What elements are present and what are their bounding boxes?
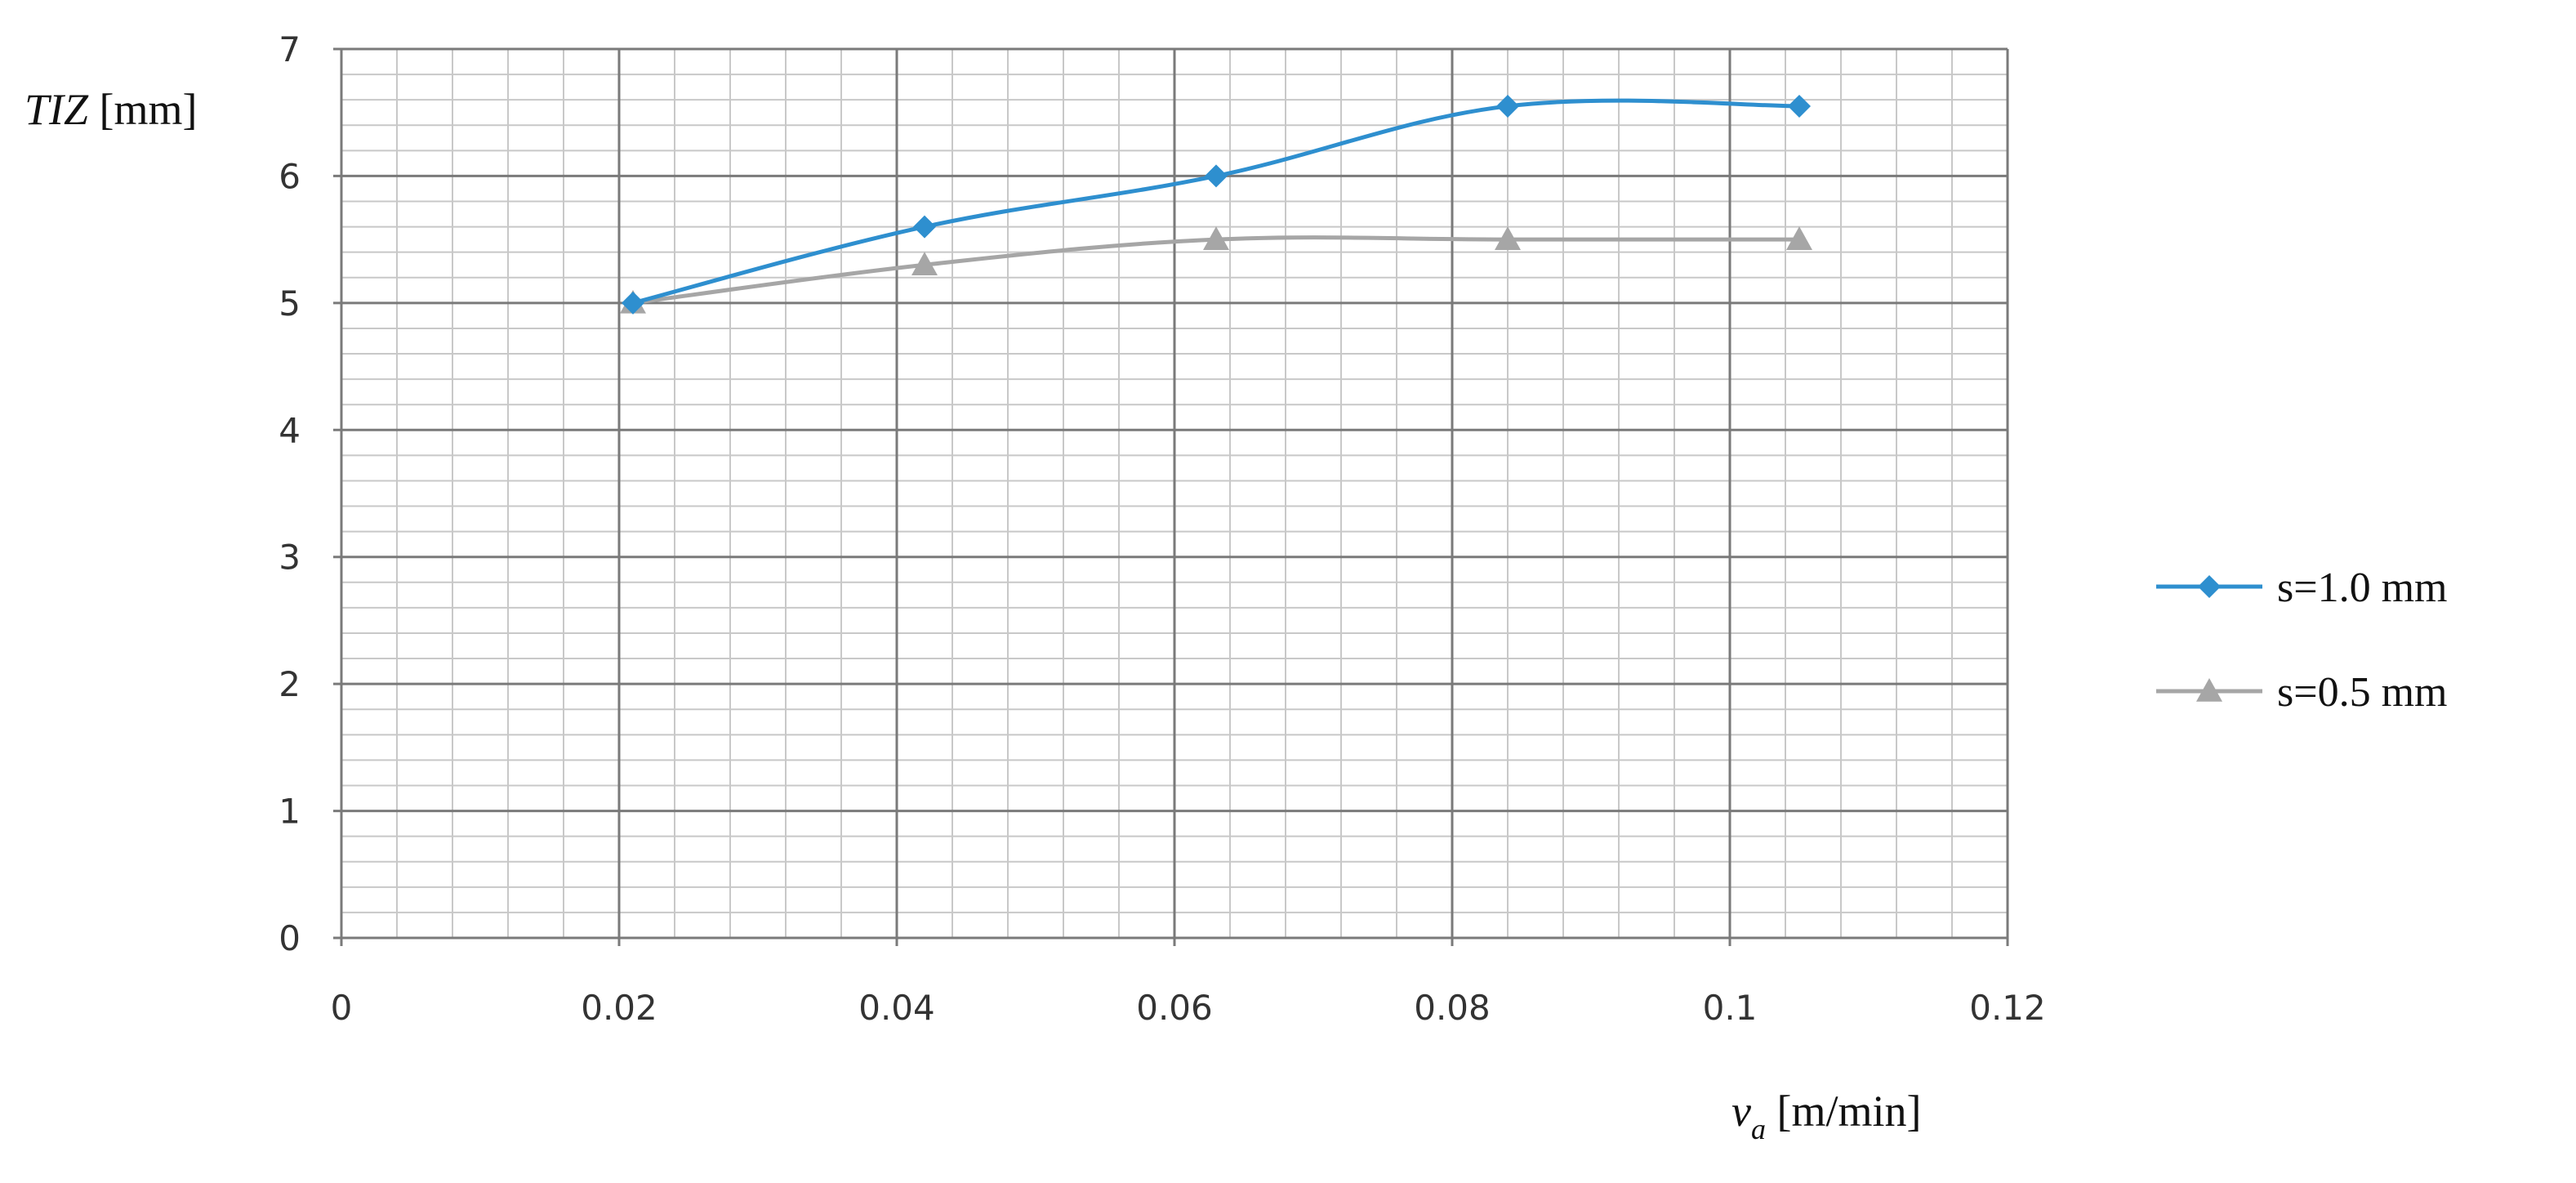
data-point-s-1-0-mm bbox=[622, 291, 644, 315]
x-axis-label: va [m/min] bbox=[1731, 1087, 1921, 1145]
series-markers bbox=[620, 94, 1812, 315]
x-tick-label: 0 bbox=[331, 988, 353, 1028]
y-axis-ticks: 0 1 2 3 4 5 6 7 bbox=[279, 29, 301, 958]
x-axis-ticks: 0 0.02 0.04 0.06 0.08 0.1 0.12 bbox=[331, 988, 2046, 1028]
legend-label-s-1-0-mm: s=1.0 mm bbox=[2277, 565, 2447, 611]
y-tick-label: 4 bbox=[279, 410, 301, 450]
major-grid bbox=[333, 47, 2009, 946]
legend-marker-s-0-5-mm bbox=[2196, 678, 2222, 702]
y-tick-label: 1 bbox=[279, 792, 301, 832]
data-point-s-1-0-mm bbox=[1496, 94, 1519, 118]
legend-marker-s-1-0-mm bbox=[2198, 575, 2221, 598]
data-point-s-0-5-mm bbox=[1786, 226, 1812, 250]
data-point-s-0-5-mm bbox=[911, 252, 938, 276]
data-point-s-0-5-mm bbox=[1495, 226, 1521, 250]
data-point-s-1-0-mm bbox=[913, 215, 936, 239]
x-tick-label: 0.12 bbox=[1969, 988, 2046, 1028]
y-tick-label: 3 bbox=[279, 538, 301, 578]
y-axis-label: TIZ [mm] bbox=[25, 85, 198, 134]
x-tick-label: 0.1 bbox=[1703, 988, 1758, 1028]
y-tick-label: 6 bbox=[279, 156, 301, 196]
y-tick-label: 0 bbox=[279, 918, 301, 958]
x-tick-label: 0.04 bbox=[858, 988, 935, 1028]
x-tick-label: 0.06 bbox=[1136, 988, 1213, 1028]
y-tick-label: 2 bbox=[279, 664, 301, 704]
data-point-s-1-0-mm bbox=[1788, 94, 1811, 118]
x-tick-label: 0.02 bbox=[581, 988, 657, 1028]
legend-label-s-0-5-mm: s=0.5 mm bbox=[2277, 669, 2447, 716]
legend: s=1.0 mm s=0.5 mm bbox=[2156, 565, 2447, 716]
data-point-s-1-0-mm bbox=[1205, 164, 1228, 188]
y-tick-label: 5 bbox=[279, 283, 301, 324]
data-point-s-0-5-mm bbox=[1203, 226, 1229, 250]
x-tick-label: 0.08 bbox=[1414, 988, 1491, 1028]
y-tick-label: 7 bbox=[279, 29, 301, 69]
